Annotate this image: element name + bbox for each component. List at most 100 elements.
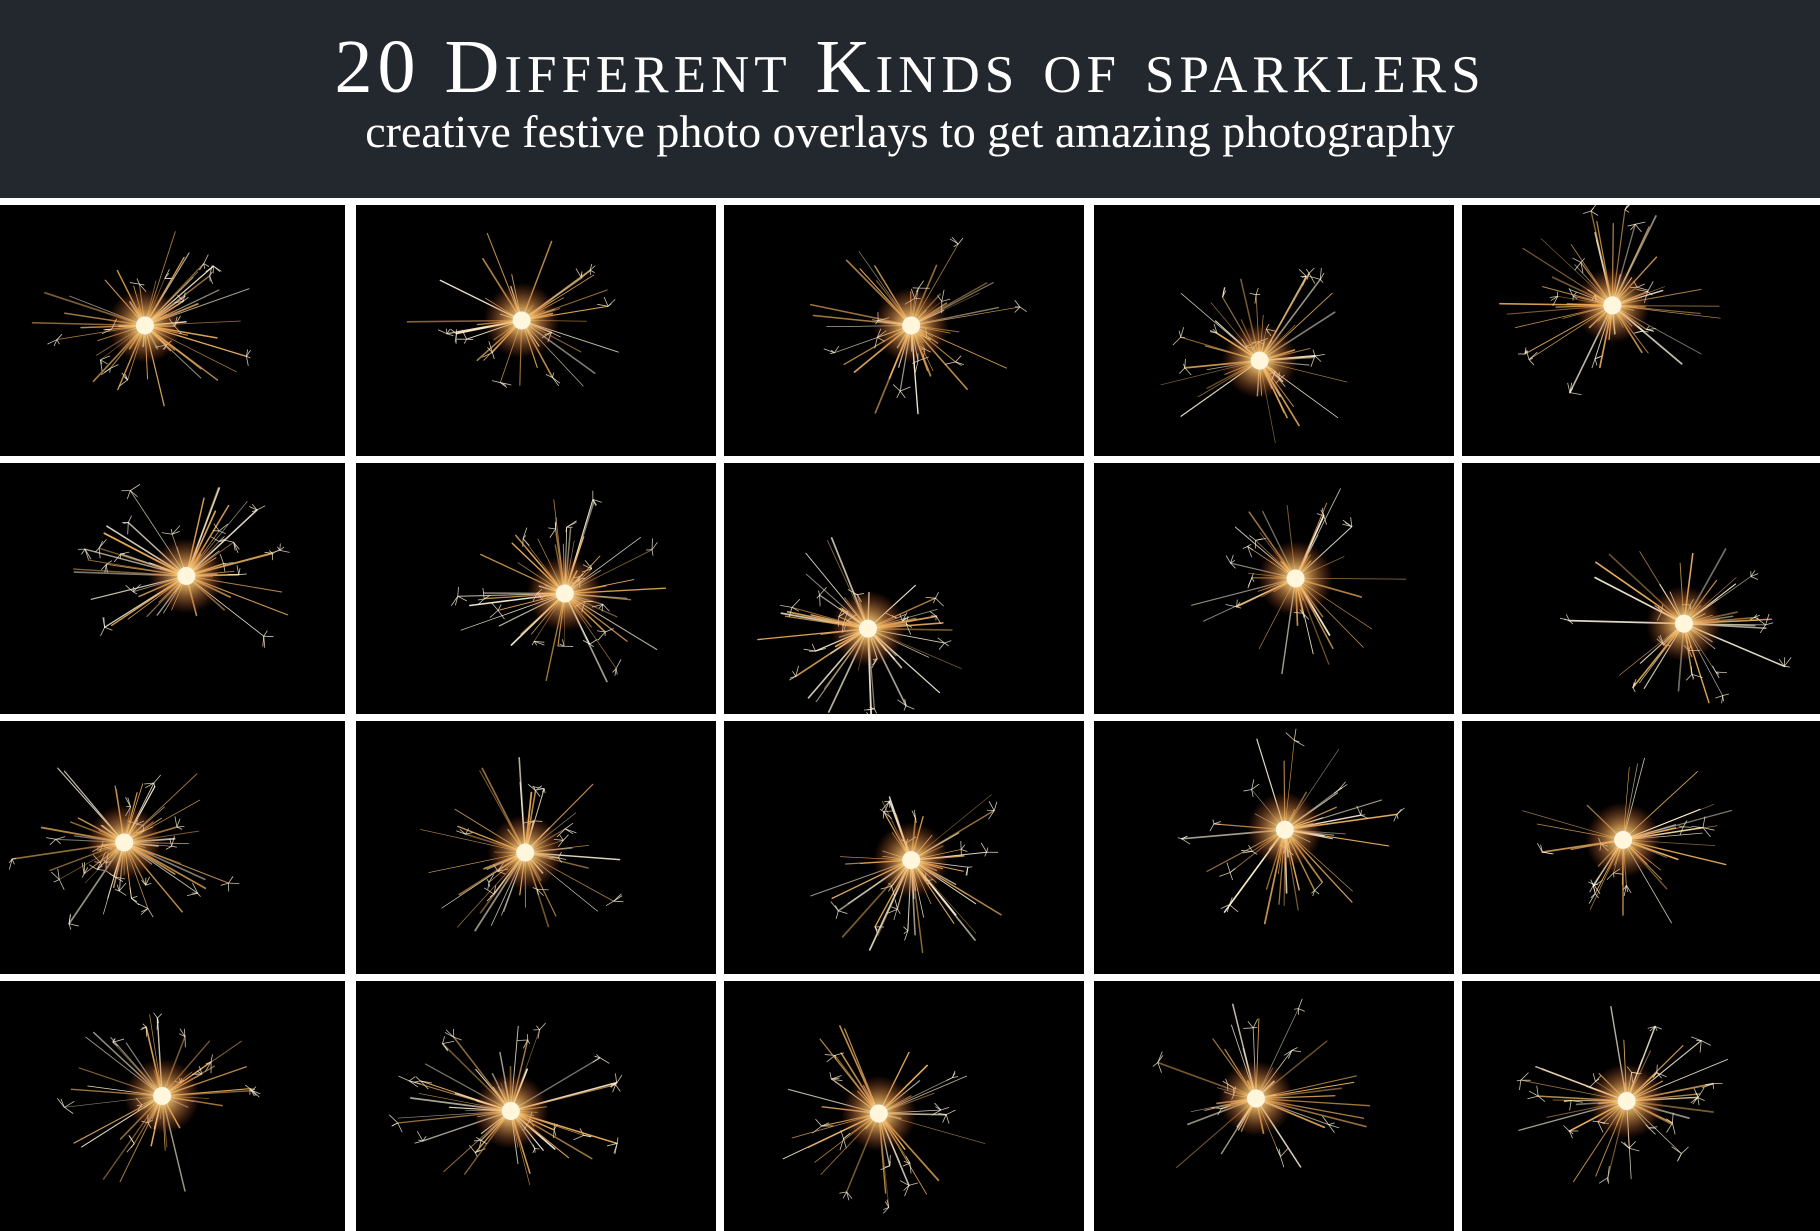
spark-branch [1537, 1095, 1546, 1102]
spark-branch [465, 832, 473, 835]
spark-branch [81, 873, 85, 878]
spark-branch [934, 1102, 942, 1111]
spark-branch [1571, 1100, 1583, 1103]
spark-branch [1333, 790, 1339, 794]
spark-branch [263, 630, 268, 637]
spark-branch [788, 607, 793, 618]
spark-branch [228, 876, 234, 884]
spark-branch [1251, 783, 1260, 790]
spark-branch [142, 1023, 147, 1028]
sparkler-photo-tile [1462, 721, 1820, 974]
spark-branch [527, 784, 536, 791]
spark-branch [422, 1136, 427, 1142]
spark-branch [1536, 1085, 1539, 1097]
sparkler-photo-tile [1094, 205, 1454, 456]
spark-branch [603, 296, 609, 307]
spark-branch [68, 913, 71, 924]
spark-branch [1632, 679, 1637, 688]
spark-branch [835, 910, 839, 919]
spark-branch [64, 1107, 74, 1114]
spark-branch [1626, 885, 1632, 894]
spark-branch [444, 1032, 454, 1038]
spark-branch [1222, 290, 1227, 298]
spark-branch [497, 610, 505, 620]
spark-branch [105, 564, 108, 573]
spark-branch [120, 553, 125, 555]
spark-branch [1342, 523, 1352, 528]
spark-branch [882, 1206, 889, 1211]
spark-branch [831, 1078, 843, 1082]
spark-branch [249, 1088, 255, 1097]
spark-branch [1310, 355, 1316, 367]
spark-branch [1014, 306, 1021, 313]
spark-branch [1298, 268, 1307, 277]
spark-branch [121, 372, 128, 381]
spark-branch [791, 607, 800, 612]
spark-branch [99, 359, 103, 372]
spark-branch [589, 264, 593, 271]
sparkler-photo-tile [724, 463, 1084, 714]
spark-branch [8, 859, 13, 870]
spark-branch [46, 837, 56, 840]
spark-branch [1314, 890, 1320, 895]
spark-core [902, 316, 921, 335]
spark-branch [897, 699, 907, 707]
spark-branch [1247, 546, 1254, 551]
spark-branch [941, 289, 945, 302]
spark-branch [612, 668, 617, 673]
sparkler-image [406, 232, 619, 388]
spark-branch [937, 637, 945, 644]
spark-branch [1294, 740, 1300, 743]
spark-branch [592, 1057, 601, 1063]
spark-branch [1759, 624, 1766, 634]
spark-branch [945, 361, 956, 365]
spark-branch [1656, 1064, 1658, 1073]
spark-branch [1302, 275, 1307, 278]
spark-branch [960, 849, 968, 852]
spark-branch [55, 839, 61, 845]
spark-branch [884, 1201, 890, 1208]
sparkler-image [8, 767, 240, 930]
spark-branch [1589, 884, 1595, 893]
spark-branch [565, 527, 568, 533]
sparkler-photo-tile [0, 463, 345, 714]
spark-branch [127, 515, 132, 523]
spark-branch [106, 560, 113, 565]
spark-branch [984, 852, 988, 857]
spark-core [516, 843, 535, 862]
spark-branch [589, 639, 598, 645]
spark-branch [1219, 872, 1231, 877]
spark-branch [957, 237, 964, 245]
spark-branch [251, 509, 258, 513]
spark-core [135, 316, 154, 335]
spark-branch [132, 591, 138, 595]
spark-branch [1519, 1080, 1522, 1090]
spark-branch [1625, 885, 1629, 893]
spark-branch [614, 668, 617, 676]
spark-branch [1549, 295, 1558, 298]
spark-branch [1019, 306, 1027, 313]
spark-branch [420, 1080, 433, 1084]
spark-branch [1536, 842, 1543, 853]
spark-branch [534, 640, 545, 646]
spark-branch [489, 610, 499, 618]
spark-branch [1712, 665, 1717, 673]
spark-branch [986, 847, 989, 853]
spark-branch [1784, 665, 1790, 668]
spark-branch [252, 1086, 257, 1091]
spark-branch [896, 390, 901, 399]
spark-branch [946, 1077, 953, 1081]
spark-branch [1527, 1095, 1539, 1100]
spark-branch [161, 532, 173, 535]
spark-branch [1654, 1026, 1658, 1031]
spark-branch [1606, 1177, 1609, 1182]
spark-branch [615, 659, 622, 669]
spark-branch [1248, 845, 1253, 852]
spark-branch [1293, 728, 1297, 741]
spark-branch [1565, 614, 1570, 621]
spark-branch [11, 858, 15, 865]
spark-branch [905, 1156, 911, 1164]
spark-branch [238, 568, 241, 575]
spark-branch [1567, 382, 1571, 393]
sparkler-photo-tile [0, 721, 345, 974]
